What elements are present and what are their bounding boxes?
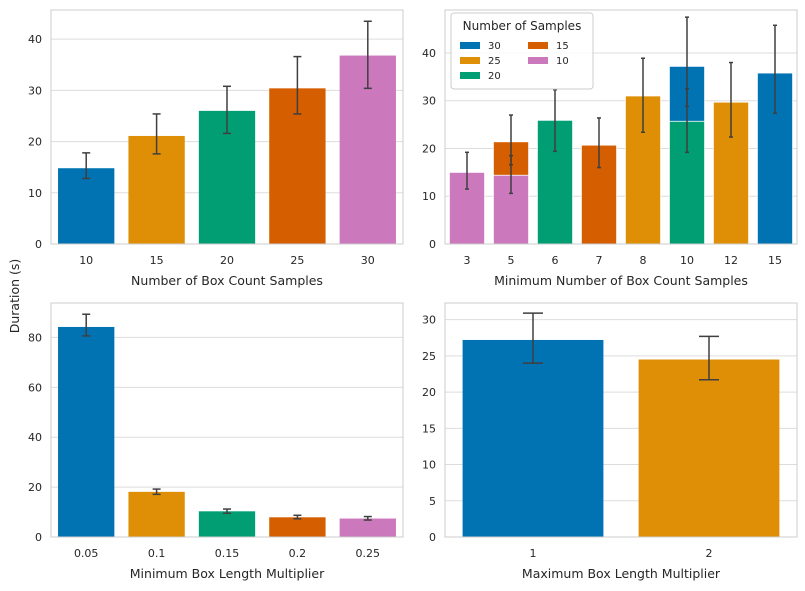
shared-ylabel: Duration (s) bbox=[7, 259, 22, 334]
chart-panel-min-box-count-samples: 0 10 20 30 40 3 5 6 7 8 10 12 15 Minimum Number of Bo… bbox=[422, 9, 798, 288]
y-tick-label: 25 bbox=[422, 350, 436, 363]
x-tick-label: 8 bbox=[640, 254, 647, 267]
x-tick-label: 0.05 bbox=[74, 547, 99, 560]
y-tick-label: 20 bbox=[422, 142, 436, 155]
y-tick-label: 20 bbox=[28, 136, 42, 149]
x-tick-label: 2 bbox=[706, 547, 713, 560]
y-tick-label: 80 bbox=[28, 331, 42, 344]
x-tick-label: 15 bbox=[768, 254, 782, 267]
y-tick-label: 5 bbox=[429, 495, 436, 508]
legend-label: 20 bbox=[488, 71, 501, 82]
plot-frame bbox=[50, 302, 404, 538]
y-tick-label: 0 bbox=[429, 238, 436, 251]
legend-swatch bbox=[460, 42, 480, 49]
y-tick-label: 40 bbox=[28, 33, 42, 46]
x-tick-label: 15 bbox=[150, 254, 164, 267]
x-tick-label: 0.25 bbox=[356, 547, 381, 560]
y-tick-label: 10 bbox=[422, 190, 436, 203]
y-tick-label: 30 bbox=[422, 314, 436, 327]
chart-panel-box-count-samples: 0 10 20 30 40 10 15 20 25 30 Number of Box Count S… bbox=[28, 9, 404, 288]
legend-swatch bbox=[528, 42, 548, 49]
y-tick-label: 20 bbox=[28, 481, 42, 494]
legend-label: 10 bbox=[556, 56, 569, 67]
x-axis-label: Minimum Number of Box Count Samples bbox=[494, 273, 748, 288]
x-axis-label: Minimum Box Length Multiplier bbox=[130, 566, 325, 581]
y-tick-label: 20 bbox=[422, 386, 436, 399]
y-tick-label: 15 bbox=[422, 422, 436, 435]
x-tick-label: 1 bbox=[530, 547, 537, 560]
plot-frame bbox=[444, 9, 798, 245]
x-axis-label: Number of Box Count Samples bbox=[131, 273, 323, 288]
legend-label: 25 bbox=[488, 56, 501, 67]
y-tick-label: 0 bbox=[35, 531, 42, 544]
bar bbox=[58, 326, 115, 537]
bar bbox=[198, 511, 256, 537]
plot-frame bbox=[50, 9, 404, 245]
x-tick-label: 5 bbox=[508, 254, 515, 267]
y-tick-label: 40 bbox=[28, 431, 42, 444]
chart-panel-max-box-length-multiplier: 0 5 10 15 20 25 30 1 2 Maximum Box Length Multipl… bbox=[422, 302, 798, 581]
legend-swatch bbox=[460, 57, 480, 64]
x-tick-label: 6 bbox=[552, 254, 559, 267]
legend: Number of Samples 30 25 20 15 10 bbox=[450, 12, 594, 90]
x-tick-label: 25 bbox=[290, 254, 304, 267]
legend-box bbox=[450, 12, 594, 90]
legend-swatch bbox=[460, 72, 480, 79]
bar bbox=[462, 339, 604, 537]
plot-frame bbox=[444, 302, 798, 538]
x-tick-label: 0.2 bbox=[289, 547, 307, 560]
x-tick-label: 0.1 bbox=[148, 547, 166, 560]
bar bbox=[58, 168, 115, 244]
y-tick-label: 30 bbox=[28, 84, 42, 97]
x-tick-label: 30 bbox=[361, 254, 375, 267]
y-tick-label: 40 bbox=[422, 47, 436, 60]
x-axis-label: Maximum Box Length Multiplier bbox=[522, 566, 721, 581]
x-tick-label: 3 bbox=[464, 254, 471, 267]
x-tick-label: 10 bbox=[680, 254, 694, 267]
legend-swatch bbox=[528, 57, 548, 64]
x-tick-label: 20 bbox=[220, 254, 234, 267]
y-tick-label: 60 bbox=[28, 381, 42, 394]
y-tick-label: 0 bbox=[35, 238, 42, 251]
x-tick-label: 10 bbox=[79, 254, 93, 267]
x-tick-label: 7 bbox=[596, 254, 603, 267]
bar bbox=[128, 491, 185, 537]
bar bbox=[638, 359, 780, 537]
y-tick-label: 10 bbox=[422, 459, 436, 472]
legend-label: 15 bbox=[556, 41, 569, 52]
chart-panel-min-box-length-multiplier: 0 20 40 60 80 0.05 0.1 0.15 0.2 0.25 Minimum Box L… bbox=[28, 302, 404, 581]
legend-label: 30 bbox=[488, 41, 501, 52]
legend-title: Number of Samples bbox=[463, 19, 582, 33]
y-tick-label: 0 bbox=[429, 531, 436, 544]
bar bbox=[269, 517, 326, 537]
x-tick-label: 0.15 bbox=[215, 547, 240, 560]
x-tick-label: 12 bbox=[724, 254, 738, 267]
y-tick-label: 30 bbox=[422, 95, 436, 108]
y-tick-label: 10 bbox=[28, 187, 42, 200]
bar bbox=[339, 518, 396, 537]
